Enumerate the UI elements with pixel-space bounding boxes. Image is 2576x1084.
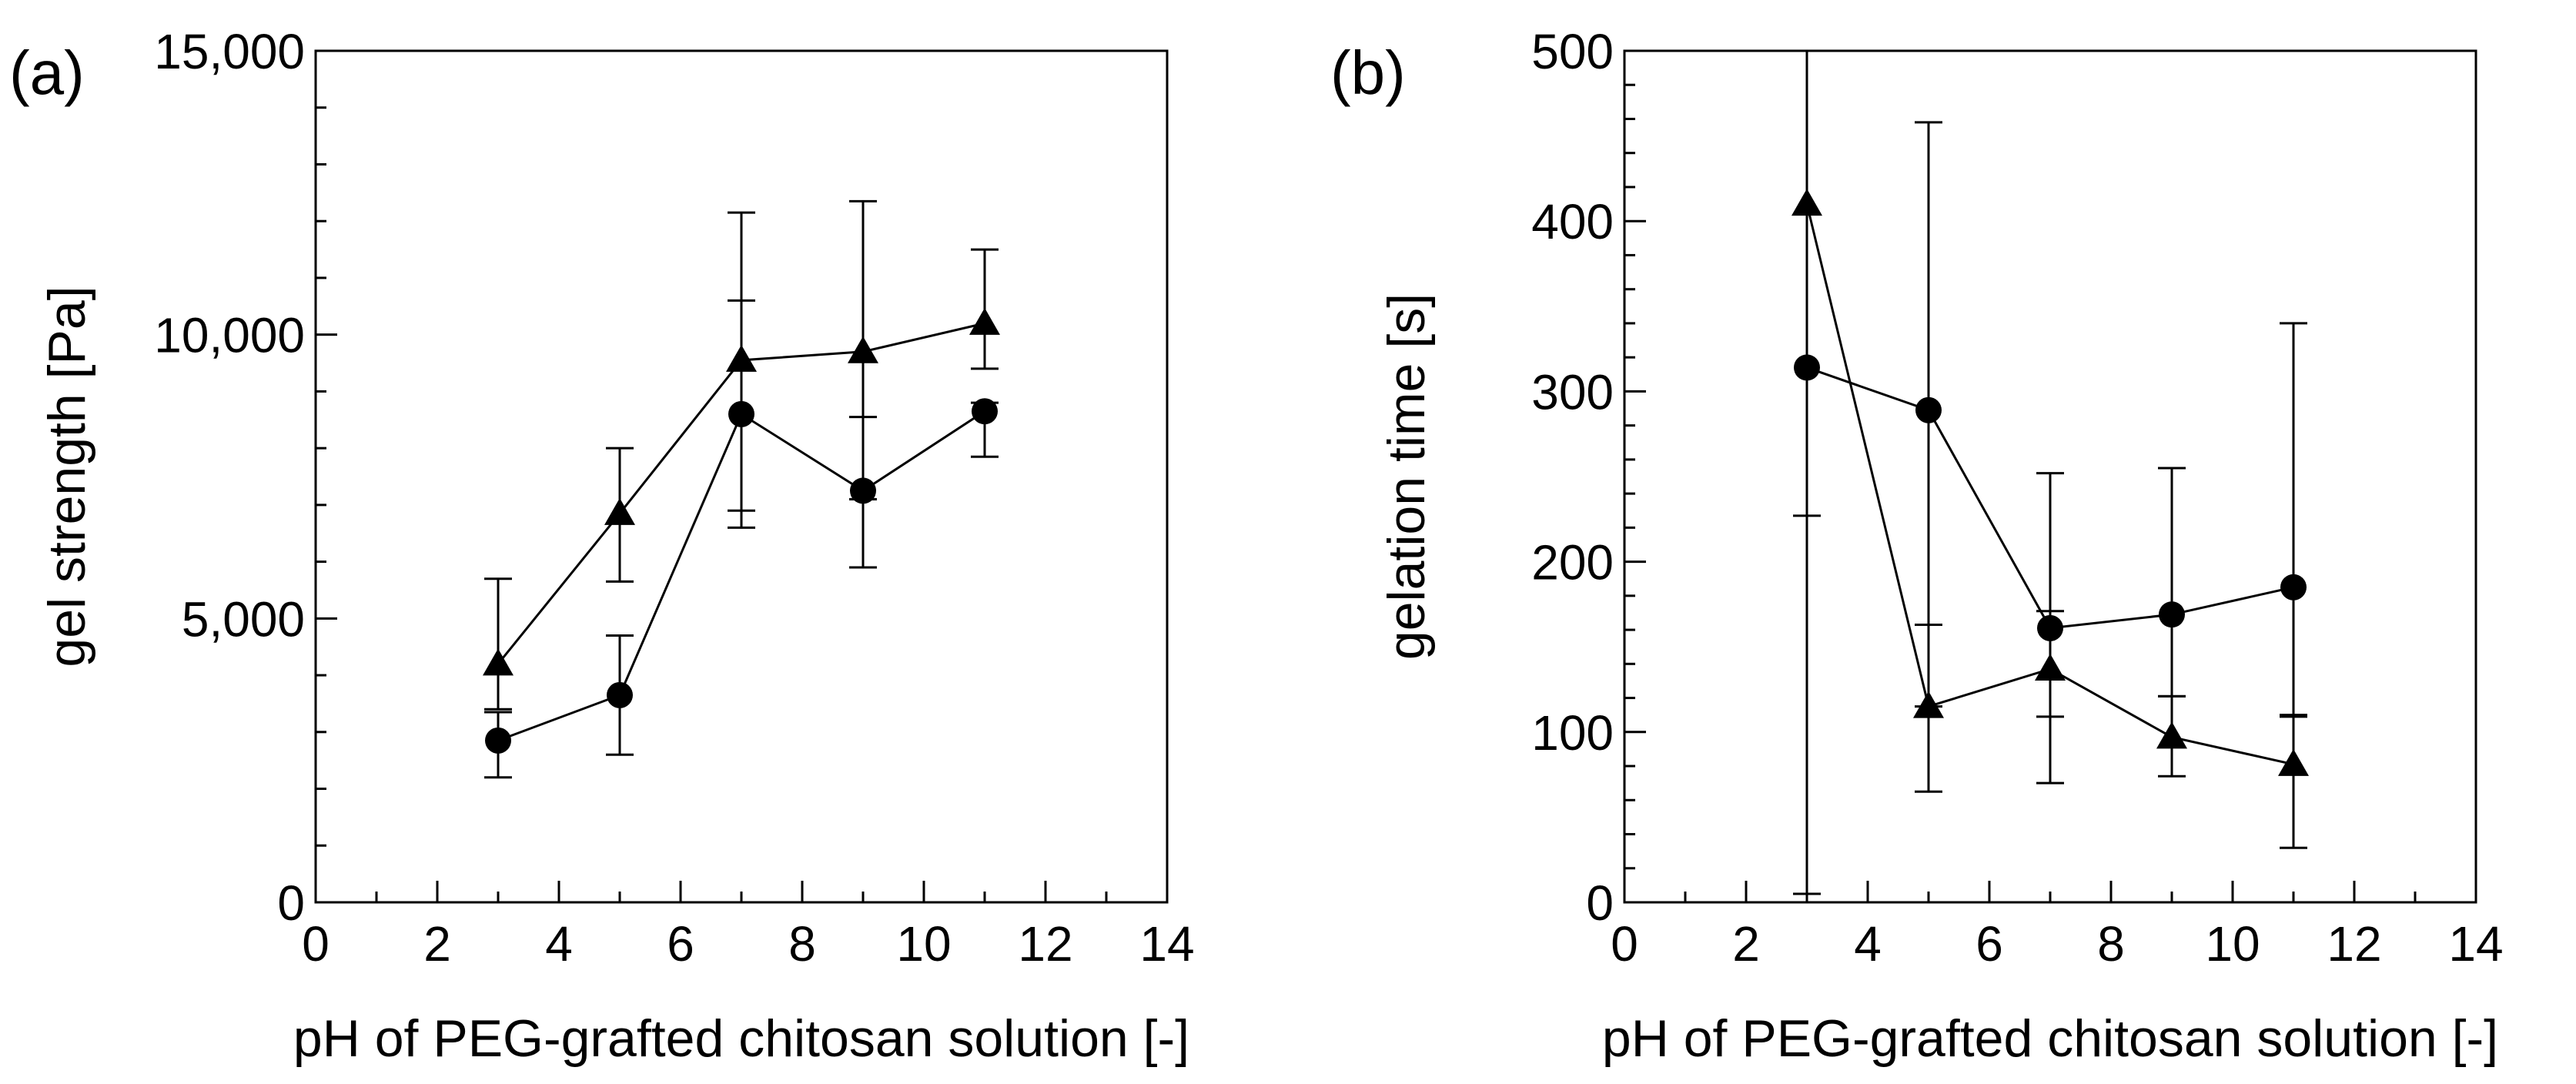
x-tick-label: 12	[1018, 916, 1072, 972]
circle-marker	[2159, 601, 2185, 628]
x-tick-label: 8	[2097, 916, 2125, 972]
circle-marker	[850, 477, 876, 504]
circle-marker	[607, 681, 633, 708]
triangle-marker	[2278, 748, 2309, 776]
series-circle	[484, 299, 999, 779]
y-axis-label: gel strength [Pa]	[38, 286, 96, 667]
x-tick-label: 14	[1139, 916, 1194, 972]
circle-marker	[972, 398, 998, 425]
x-tick-label: 2	[1732, 916, 1760, 972]
x-tick-label: 12	[2327, 916, 2381, 972]
x-tick-label: 4	[1854, 916, 1882, 972]
circle-marker	[485, 727, 511, 754]
x-tick-label: 8	[788, 916, 816, 972]
panel-label: (b)	[1330, 38, 1406, 107]
x-tick-label: 0	[1611, 916, 1638, 972]
triangle-marker	[604, 497, 635, 525]
x-tick-label: 2	[423, 916, 451, 972]
circle-marker	[2037, 614, 2063, 641]
triangle-marker	[483, 648, 514, 676]
x-tick-label: 0	[302, 916, 330, 972]
y-tick-label: 100	[1531, 705, 1614, 761]
x-axis-label: pH of PEG-grafted chitosan solution [-]	[1602, 1009, 2498, 1068]
x-tick-label: 14	[2448, 916, 2503, 972]
y-tick-label: 400	[1531, 194, 1614, 249]
triangle-marker	[848, 336, 878, 363]
y-tick-label: 0	[277, 875, 305, 931]
y-tick-label: 300	[1531, 364, 1614, 420]
panel-b: 0 2 4 6 8 10 12 14 0 100 200 300 400 500 pH of PEG-gra…	[1330, 24, 2504, 1068]
x-tick-label: 6	[667, 916, 694, 972]
y-tick-label: 500	[1531, 24, 1614, 79]
y-tick-label: 15,000	[154, 24, 305, 79]
y-tick-label: 0	[1586, 875, 1614, 931]
panel-label: (a)	[9, 38, 85, 107]
x-axis-label: pH of PEG-grafted chitosan solution [-]	[293, 1009, 1189, 1068]
y-tick-label: 200	[1531, 535, 1614, 591]
circle-marker	[728, 400, 754, 427]
triangle-marker	[1791, 189, 1822, 216]
series-circle	[1793, 121, 2307, 718]
y-tick-label: 5,000	[182, 591, 305, 647]
x-tick-label: 4	[545, 916, 573, 972]
y-tick-label: 10,000	[154, 308, 305, 363]
circle-marker	[1794, 354, 1820, 381]
panel-a: 0 2 4 6 8 10 12 14 0 5,000 10,000 15,000 pH of PEG-g…	[9, 24, 1195, 1068]
x-tick-label: 6	[1975, 916, 2003, 972]
x-tick-label: 10	[2205, 916, 2260, 972]
triangle-marker	[969, 307, 1000, 335]
y-axis-label: gelation time [s]	[1377, 293, 1436, 660]
x-tick-label: 10	[896, 916, 951, 972]
circle-marker	[2280, 574, 2307, 601]
triangle-marker	[2156, 721, 2187, 749]
circle-marker	[1915, 396, 1942, 423]
